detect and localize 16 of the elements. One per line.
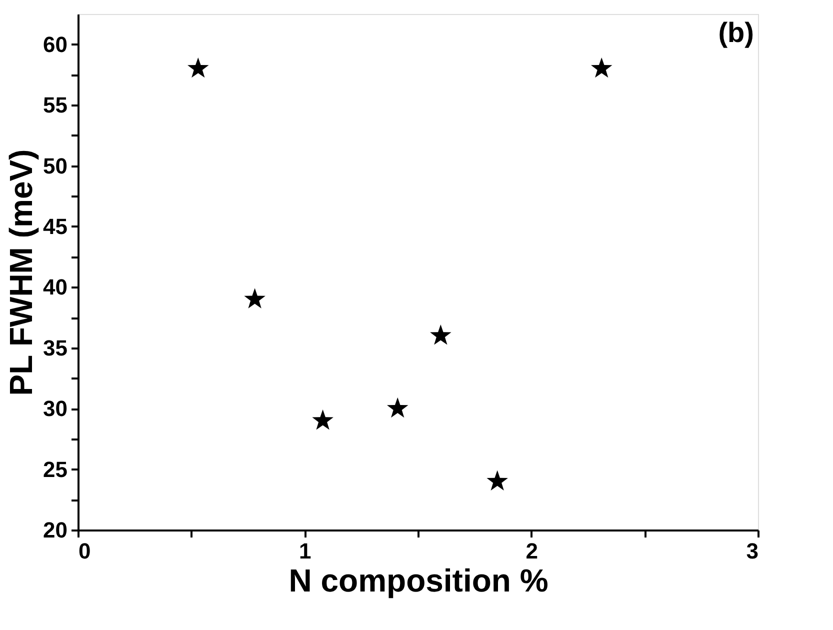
y-tick-label: 20 xyxy=(43,518,68,542)
x-axis-title: N composition % xyxy=(288,562,548,598)
x-tick-label: 1 xyxy=(299,538,312,564)
y-tick-label: 45 xyxy=(43,214,68,239)
x-tick-label: 3 xyxy=(746,538,758,564)
y-tick-label: 25 xyxy=(43,456,68,482)
y-tick-label: 40 xyxy=(43,274,68,300)
y-tick-label: 55 xyxy=(43,92,68,118)
y-tick-label: 50 xyxy=(43,153,68,178)
x-tick-label: 0 xyxy=(78,538,91,564)
y-tick-label: 35 xyxy=(43,335,68,360)
y-tick-label: 60 xyxy=(43,32,68,57)
x-tick-label: 2 xyxy=(526,538,538,564)
y-axis-title: PL FWHM (meV) xyxy=(3,149,40,396)
annotation: (b) xyxy=(718,17,754,48)
y-tick-label: 30 xyxy=(43,396,68,422)
